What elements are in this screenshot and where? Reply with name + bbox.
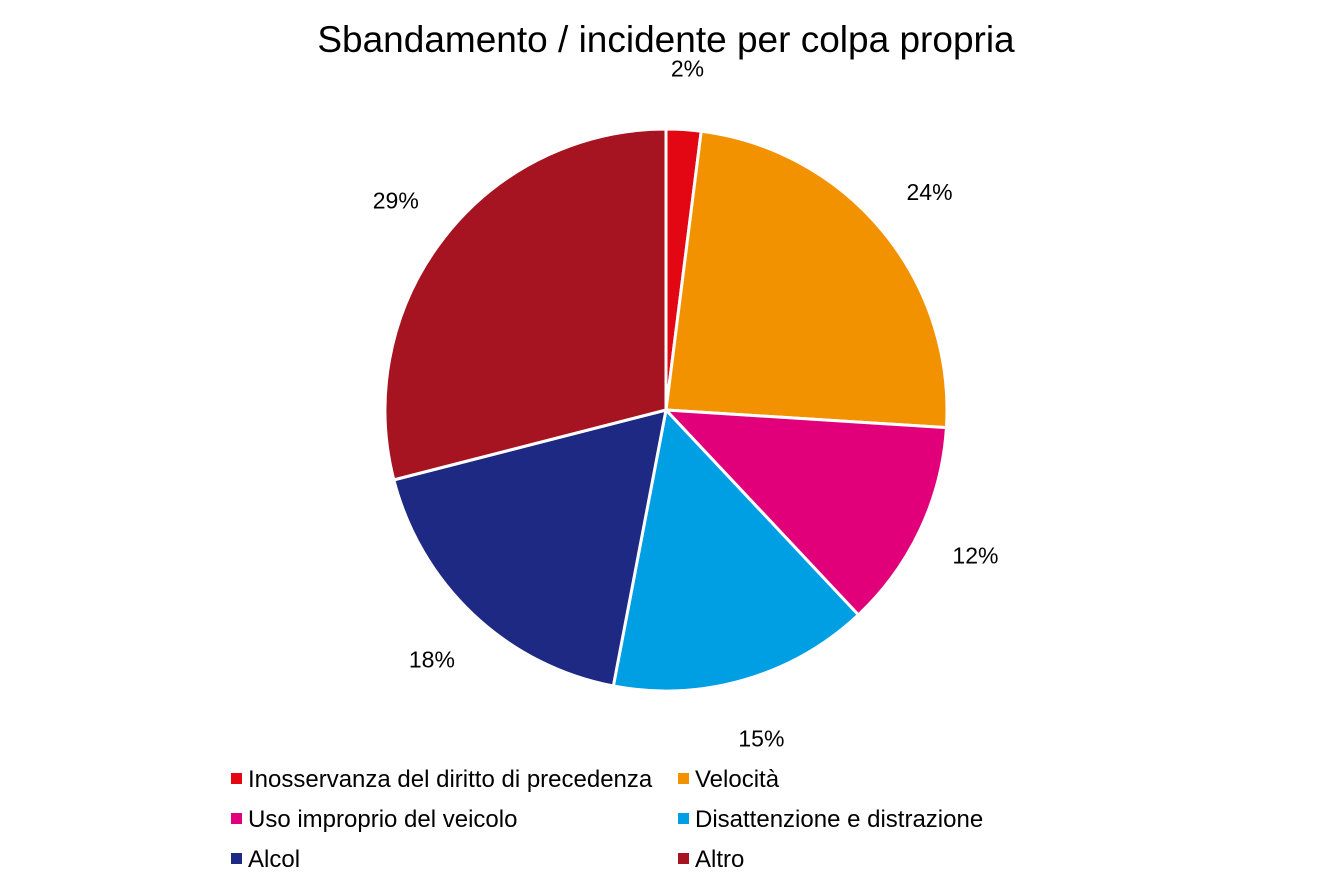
legend-item-velocita: Velocità: [678, 766, 780, 793]
pie-slice-alcol: [392, 408, 668, 688]
data-label-altro: 29%: [373, 187, 419, 213]
legend-item-alcol: Alcol: [231, 846, 300, 873]
legend-item-uso-improprio-del-veicolo: Uso improprio del veicolo: [231, 806, 517, 833]
legend: Inosservanza del diritto di precedenza Ve…: [231, 766, 983, 873]
legend-swatch-uso-improprio-del-veicolo: [231, 813, 242, 824]
data-label-uso-improprio-del-veicolo: 12%: [952, 543, 998, 569]
pie-slice-uso-improprio-del-veicolo: [664, 408, 948, 617]
chart-title: Sbandamento / incidente per colpa propri…: [317, 19, 1015, 60]
percentage-labels: 2% 24% 12% 15% 18% 29%: [373, 56, 999, 752]
legend-swatch-velocita: [678, 773, 689, 784]
legend-label-alcol: Alcol: [248, 846, 300, 873]
legend-swatch-inosservanza-del-diritto-di-precedenza: [231, 773, 242, 784]
pie-slice-disattenzione-e-distrazione: [611, 408, 860, 693]
data-label-inosservanza-del-diritto-di-precedenza: 2%: [671, 56, 704, 82]
legend-swatch-altro: [678, 853, 689, 864]
legend-item-inosservanza-del-diritto-di-precedenza: Inosservanza del diritto di precedenza: [231, 766, 653, 793]
legend-item-disattenzione-e-distrazione: Disattenzione e distrazione: [678, 806, 983, 833]
legend-label-disattenzione-e-distrazione: Disattenzione e distrazione: [695, 806, 983, 833]
legend-item-altro: Altro: [678, 846, 744, 873]
pie-slice-altro: [383, 127, 668, 482]
legend-swatch-disattenzione-e-distrazione: [678, 813, 689, 824]
pie-slice-velocita: [664, 129, 949, 430]
data-label-alcol: 18%: [409, 646, 455, 672]
data-label-velocita: 24%: [906, 179, 952, 205]
legend-label-velocita: Velocità: [695, 766, 780, 793]
legend-label-inosservanza-del-diritto-di-precedenza: Inosservanza del diritto di precedenza: [248, 766, 653, 793]
data-label-disattenzione-e-distrazione: 15%: [738, 725, 784, 751]
legend-label-altro: Altro: [695, 846, 744, 873]
pie-slices: [383, 127, 949, 693]
legend-label-uso-improprio-del-veicolo: Uso improprio del veicolo: [248, 806, 517, 833]
legend-swatch-alcol: [231, 853, 242, 864]
